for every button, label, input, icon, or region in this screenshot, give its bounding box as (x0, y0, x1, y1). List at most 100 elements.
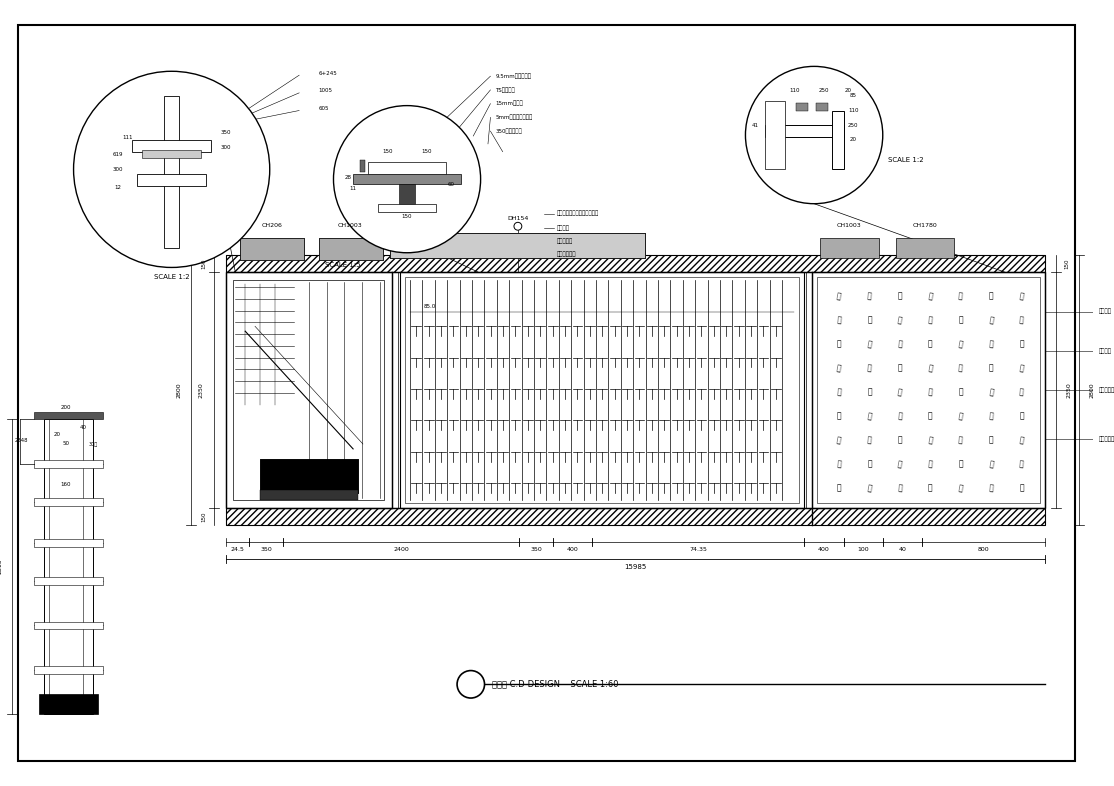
Text: DH154: DH154 (507, 216, 528, 221)
Bar (832, 111, 843, 169)
Text: 2800: 2800 (1089, 382, 1094, 398)
Bar (360, 160, 365, 172)
Text: 400: 400 (567, 547, 578, 553)
Bar (35, 539, 102, 547)
Text: 瑞: 瑞 (867, 292, 872, 301)
Text: 40: 40 (899, 547, 907, 553)
Text: 福: 福 (897, 411, 902, 421)
Text: 瑞: 瑞 (927, 363, 934, 373)
Text: 2800: 2800 (176, 382, 180, 398)
Text: 瑞: 瑞 (867, 435, 872, 445)
Text: 40: 40 (80, 424, 87, 430)
Bar (226, 508, 1045, 525)
Text: CH1003: CH1003 (837, 222, 862, 228)
Text: 2815: 2815 (0, 559, 2, 575)
Text: 2400: 2400 (393, 547, 409, 553)
Text: 100: 100 (858, 547, 869, 553)
Text: 41: 41 (752, 123, 759, 128)
Bar (390, 233, 645, 258)
Text: 瑞: 瑞 (989, 292, 994, 300)
Text: 春: 春 (958, 411, 964, 421)
Text: 龙: 龙 (898, 364, 902, 373)
Bar (35, 622, 102, 630)
Bar (358, 158, 378, 174)
Text: 20: 20 (844, 88, 852, 94)
Bar (152, 219, 167, 238)
Circle shape (333, 105, 480, 253)
Text: 如: 如 (897, 315, 903, 325)
Text: 150: 150 (202, 512, 206, 522)
Bar (176, 219, 192, 238)
Text: 娱乐间 C.D-DESIGN    SCALE 1:60: 娱乐间 C.D-DESIGN SCALE 1:60 (492, 680, 619, 689)
Bar (226, 255, 1045, 273)
Text: 祥: 祥 (1019, 387, 1024, 397)
Text: 寿: 寿 (867, 316, 872, 325)
Text: 50: 50 (62, 440, 69, 446)
Bar (35, 412, 102, 420)
Text: 5mm铝合金导轨基层: 5mm铝合金导轨基层 (496, 115, 532, 120)
Text: 瑞: 瑞 (989, 435, 994, 444)
Text: 如: 如 (1019, 459, 1024, 468)
Text: 造型饰面板: 造型饰面板 (1098, 387, 1114, 393)
Text: 凤: 凤 (928, 340, 932, 348)
Text: 铝合金龙骨基层满刷防火涂料: 铝合金龙骨基层满刷防火涂料 (557, 211, 599, 216)
Text: 15mm木底板: 15mm木底板 (496, 101, 524, 106)
Text: 凤: 凤 (988, 411, 994, 421)
Text: 200: 200 (60, 406, 71, 410)
Text: 2350: 2350 (198, 382, 204, 398)
Text: 福: 福 (958, 483, 964, 493)
Text: 寿: 寿 (988, 459, 994, 468)
Text: 禄: 禄 (988, 483, 994, 493)
Text: 龙: 龙 (958, 292, 964, 301)
Text: 300: 300 (113, 167, 123, 172)
Text: 禄: 禄 (928, 412, 932, 421)
Text: 11: 11 (350, 186, 356, 192)
Text: 禄: 禄 (867, 483, 872, 493)
Bar (241, 238, 304, 259)
Bar (137, 174, 206, 186)
Text: 祥: 祥 (958, 460, 964, 468)
Text: 150: 150 (202, 259, 206, 269)
Text: 意: 意 (927, 292, 934, 301)
Bar (226, 508, 1045, 525)
Text: 350: 350 (261, 547, 272, 553)
Text: 华: 华 (928, 315, 934, 325)
Text: 龙: 龙 (958, 435, 964, 445)
Bar (765, 101, 784, 169)
Bar (164, 96, 179, 248)
Text: 9.5mm石膏板面层: 9.5mm石膏板面层 (496, 73, 531, 79)
Text: 24.5: 24.5 (231, 547, 244, 553)
Text: 111: 111 (123, 135, 133, 141)
Text: 20: 20 (53, 432, 60, 437)
Text: 造型背板: 造型背板 (1098, 309, 1112, 314)
Bar (765, 125, 843, 137)
Text: 吉: 吉 (1018, 435, 1025, 445)
Text: 2350: 2350 (1066, 382, 1072, 398)
Text: 吉: 吉 (1018, 292, 1025, 301)
Text: 春: 春 (897, 340, 902, 349)
Text: 寿: 寿 (928, 387, 934, 397)
Text: CH1780: CH1780 (912, 222, 937, 228)
Text: 85: 85 (850, 94, 857, 98)
Text: 300: 300 (221, 145, 231, 150)
Text: 吉: 吉 (898, 292, 902, 300)
Text: CH206: CH206 (262, 222, 282, 228)
Text: 1005: 1005 (319, 88, 333, 94)
Text: 160: 160 (60, 482, 71, 487)
Text: 书法手绘: 书法手绘 (1098, 348, 1112, 354)
Text: 造型金属框架: 造型金属框架 (1098, 436, 1114, 442)
Text: 寿: 寿 (867, 460, 872, 468)
Bar (319, 238, 382, 259)
Text: 书法艺术挂画: 书法艺术挂画 (557, 252, 577, 258)
Bar (794, 101, 833, 125)
Text: 福: 福 (837, 340, 841, 348)
Text: 祥: 祥 (837, 459, 842, 468)
Text: 250: 250 (819, 88, 829, 94)
Text: 85.0: 85.0 (423, 304, 436, 309)
Text: 250: 250 (848, 123, 859, 128)
Text: 龙: 龙 (1018, 363, 1025, 373)
Text: 祥: 祥 (897, 387, 903, 397)
Text: 华: 华 (867, 387, 872, 396)
Text: 150: 150 (421, 149, 432, 154)
Bar (35, 498, 102, 506)
